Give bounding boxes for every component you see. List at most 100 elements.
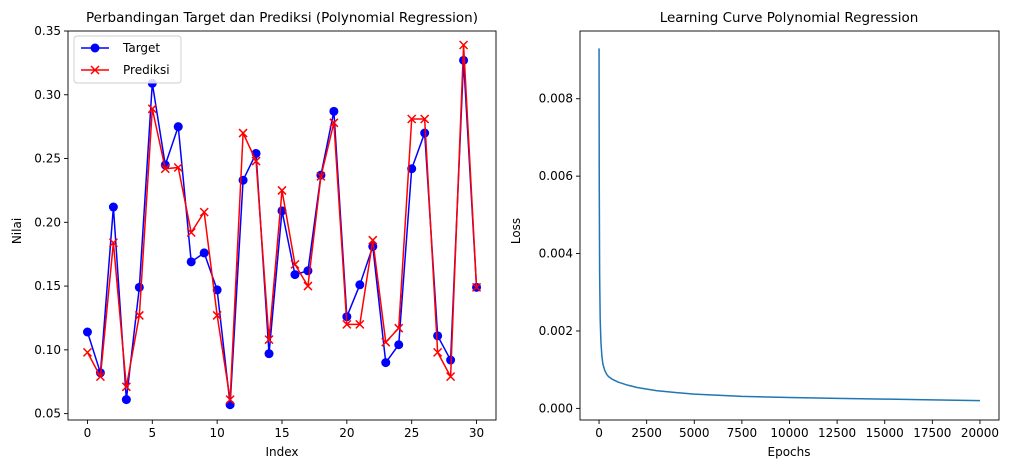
x-tick-label: 0 (595, 426, 603, 440)
data-point-prediksi (277, 185, 287, 195)
plot-area (598, 48, 980, 402)
legend-prediksi-marker (90, 65, 100, 75)
x-tick-label: 5000 (679, 426, 710, 440)
data-point-target (303, 266, 313, 276)
data-point-prediksi (459, 40, 469, 50)
x-tick-label: 10000 (770, 426, 808, 440)
data-point-target (121, 395, 131, 405)
data-point-target (225, 400, 235, 410)
data-point-target (186, 257, 196, 267)
data-point-prediksi (238, 128, 248, 138)
data-point-prediksi (381, 337, 391, 347)
x-tick-label: 30 (469, 426, 484, 440)
plot-area (82, 40, 482, 410)
axis-ticks: 0 2500 5000 7500 10000 12500 15000 17500 20000 0.… (539, 92, 999, 440)
y-tick-label: 0.30 (34, 88, 61, 102)
data-point-prediksi (108, 238, 118, 248)
data-point-prediksi (225, 395, 235, 405)
data-point-prediksi (316, 171, 326, 181)
data-point-prediksi (147, 104, 157, 114)
data-point-prediksi (472, 282, 482, 292)
data-point-prediksi (394, 323, 404, 333)
x-tick-label: 10 (210, 426, 225, 440)
data-point-prediksi (251, 156, 261, 166)
y-tick-label: 0.008 (539, 92, 573, 106)
data-point-target (264, 349, 274, 359)
data-point-prediksi (134, 310, 144, 320)
x-tick-label: 2500 (631, 426, 662, 440)
data-point-target (420, 128, 430, 138)
data-point-prediksi (290, 259, 300, 269)
y-tick-label: 0.15 (34, 279, 61, 293)
legend-target-label: Target (122, 41, 160, 55)
y-tick-label: 0.20 (34, 215, 61, 229)
data-point-prediksi (446, 372, 456, 382)
data-point-target (108, 202, 118, 212)
comparison-chart: Perbandingan Target dan Prediksi (Polyno… (10, 10, 497, 459)
data-point-prediksi (368, 235, 378, 245)
data-point-prediksi (173, 162, 183, 172)
y-axis-label: Loss (509, 218, 523, 244)
data-point-target (368, 242, 378, 252)
x-tick-label: 5 (148, 426, 156, 440)
x-tick-label: 20 (339, 426, 354, 440)
x-tick-label: 15000 (866, 426, 904, 440)
data-point-prediksi (160, 164, 170, 174)
axes-frame (579, 30, 1000, 421)
y-tick-label: 0.004 (539, 247, 573, 261)
x-tick-label: 25 (404, 426, 419, 440)
data-point-prediksi (82, 347, 92, 357)
y-tick-label: 0.10 (34, 343, 61, 357)
chart-title: Learning Curve Polynomial Regression (660, 10, 919, 26)
y-tick-label: 0.35 (34, 24, 61, 38)
data-point-prediksi (433, 347, 443, 357)
y-tick-label: 0.25 (34, 152, 61, 166)
data-point-prediksi (407, 114, 417, 124)
data-point-target (290, 270, 300, 280)
data-point-target (134, 282, 144, 292)
x-tick-label: 15 (274, 426, 289, 440)
y-tick-label: 0.05 (34, 407, 61, 421)
y-tick-label: 0.000 (539, 401, 573, 415)
legend: Target Prediksi (73, 35, 182, 84)
x-tick-label: 12500 (818, 426, 856, 440)
data-point-prediksi (342, 319, 352, 329)
data-point-prediksi (420, 114, 430, 124)
data-point-target (433, 331, 443, 341)
data-point-target (329, 106, 339, 116)
data-point-prediksi (199, 207, 209, 217)
axis-ticks: 0 5 10 15 20 25 30 0.05 0.10 0.15 0.20 0.25 0.30 0.35 (34, 24, 484, 440)
data-point-prediksi (264, 335, 274, 345)
y-axis-label: Nilai (10, 218, 24, 244)
x-tick-label: 20000 (961, 426, 999, 440)
data-point-prediksi (121, 382, 131, 392)
series-line-loss (598, 48, 980, 402)
data-point-prediksi (355, 319, 365, 329)
x-axis-label: Index (265, 445, 298, 459)
data-point-target (355, 280, 365, 290)
legend-target-marker (90, 43, 100, 53)
data-point-target (82, 327, 92, 337)
chart-title: Perbandingan Target dan Prediksi (Polyno… (86, 10, 478, 26)
data-point-target (199, 248, 209, 258)
series-line-target (86, 59, 478, 406)
legend-prediksi-label: Prediksi (123, 63, 170, 77)
data-point-target (394, 340, 404, 350)
data-point-prediksi (329, 118, 339, 128)
series-line-prediksi (86, 44, 478, 401)
y-tick-label: 0.006 (539, 169, 573, 183)
data-point-prediksi (95, 372, 105, 382)
data-point-prediksi (186, 227, 196, 238)
data-point-target (381, 358, 391, 368)
data-point-prediksi (212, 310, 222, 320)
x-tick-label: 17500 (913, 426, 951, 440)
x-tick-label: 7500 (727, 426, 758, 440)
data-point-prediksi (303, 281, 313, 291)
learning-curve-chart: Learning Curve Polynomial Regression Epo… (509, 10, 1000, 459)
data-point-target (173, 122, 183, 132)
x-axis-label: Epochs (768, 445, 811, 459)
y-tick-label: 0.002 (539, 324, 573, 338)
x-tick-label: 0 (84, 426, 92, 440)
axes-frame (67, 30, 497, 421)
